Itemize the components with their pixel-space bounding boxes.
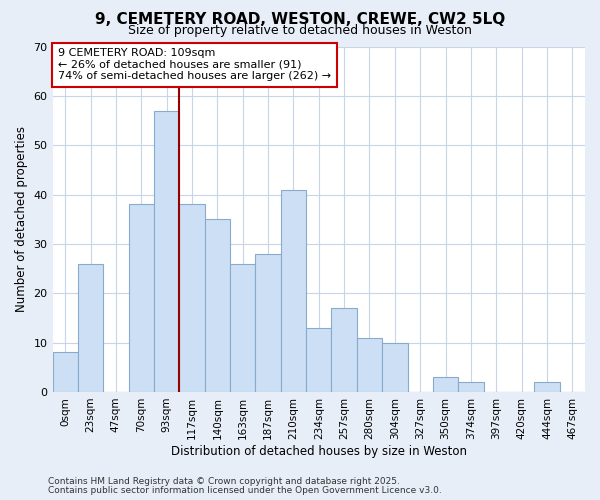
Bar	[331, 308, 357, 392]
Bar	[382, 342, 407, 392]
Bar	[128, 204, 154, 392]
Bar	[179, 204, 205, 392]
Bar	[53, 352, 78, 392]
Bar	[458, 382, 484, 392]
X-axis label: Distribution of detached houses by size in Weston: Distribution of detached houses by size …	[171, 444, 467, 458]
Text: Size of property relative to detached houses in Weston: Size of property relative to detached ho…	[128, 24, 472, 37]
Text: 9 CEMETERY ROAD: 109sqm
← 26% of detached houses are smaller (91)
74% of semi-de: 9 CEMETERY ROAD: 109sqm ← 26% of detache…	[58, 48, 331, 82]
Bar	[230, 264, 256, 392]
Bar	[357, 338, 382, 392]
Bar	[306, 328, 331, 392]
Bar	[78, 264, 103, 392]
Bar	[154, 110, 179, 392]
Bar	[205, 219, 230, 392]
Text: Contains HM Land Registry data © Crown copyright and database right 2025.: Contains HM Land Registry data © Crown c…	[48, 477, 400, 486]
Y-axis label: Number of detached properties: Number of detached properties	[15, 126, 28, 312]
Text: Contains public sector information licensed under the Open Government Licence v3: Contains public sector information licen…	[48, 486, 442, 495]
Bar	[433, 377, 458, 392]
Bar	[256, 254, 281, 392]
Bar	[281, 190, 306, 392]
Text: 9, CEMETERY ROAD, WESTON, CREWE, CW2 5LQ: 9, CEMETERY ROAD, WESTON, CREWE, CW2 5LQ	[95, 12, 505, 28]
Bar	[534, 382, 560, 392]
